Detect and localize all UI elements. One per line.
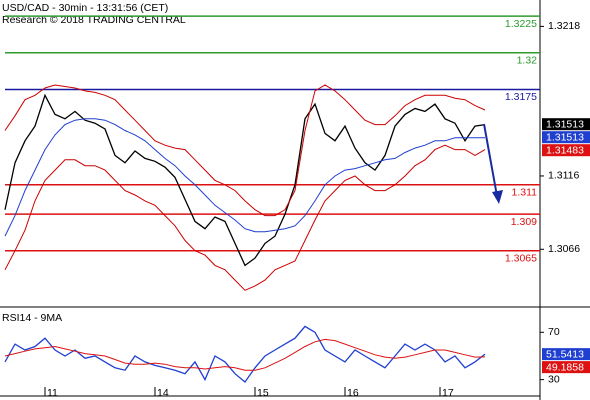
level-label: 1.3175 [505, 91, 537, 103]
value-box-label: 49.1858 [546, 361, 584, 373]
y-tick-label: 1.3218 [548, 20, 580, 32]
series-line [4, 118, 485, 237]
y-tick-label: 30 [548, 373, 560, 385]
arrow-shaft [483, 123, 498, 197]
value-box [542, 144, 590, 157]
x-tick-label: 14 [157, 387, 169, 399]
forecast-arrow [483, 123, 503, 204]
value-box [542, 348, 590, 361]
level-label: 1.311 [512, 187, 538, 199]
y-tick-label: 70 [548, 326, 560, 338]
level-label: 1.3225 [505, 18, 537, 30]
value-box-label: 1.31483 [546, 144, 584, 156]
value-box-label: 1.31513 [546, 118, 584, 130]
x-tick-label: 17 [442, 387, 454, 399]
value-box [542, 118, 590, 131]
value-box-label: 51.5413 [546, 348, 584, 360]
level-label: 1.3065 [505, 253, 537, 265]
series-line [4, 144, 486, 291]
value-box [542, 361, 590, 374]
chart-title: USD/CAD - 30min - 13:31:56 (CET) [2, 2, 168, 14]
y-tick-label: 1.3116 [548, 170, 579, 182]
arrow-head [492, 190, 503, 204]
rsi-title: RSI14 - 9MA [2, 312, 62, 324]
value-box [542, 131, 590, 144]
value-box-label: 1.31513 [546, 131, 584, 143]
x-tick-label: 15 [257, 387, 269, 399]
x-tick-label: 11 [47, 387, 58, 399]
series-line [4, 325, 486, 383]
series-line [4, 84, 486, 217]
x-tick-label: 16 [347, 387, 359, 399]
level-label: 1.32 [517, 55, 538, 67]
series-line [4, 338, 486, 371]
y-tick-label: 1.3066 [548, 243, 580, 255]
series-line [4, 93, 486, 267]
level-label: 1.309 [511, 216, 537, 228]
